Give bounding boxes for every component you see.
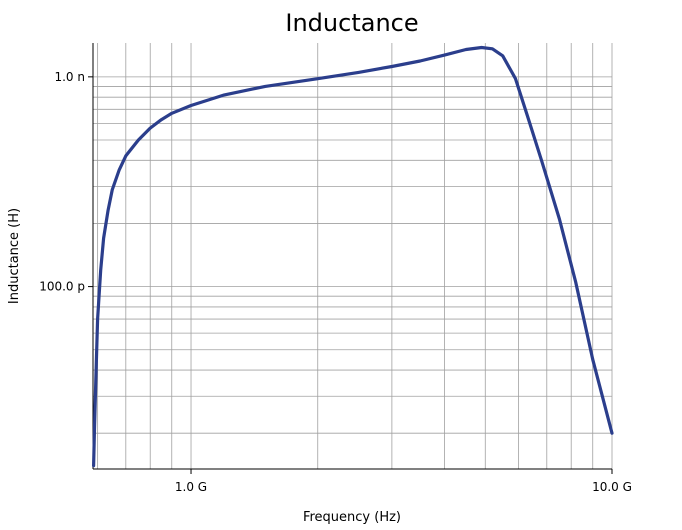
y-tick-label: 1.0 n (54, 70, 85, 84)
x-tick-label: 1.0 G (175, 480, 207, 494)
x-tick-label: 10.0 G (592, 480, 632, 494)
series-layer (91, 45, 614, 468)
y-tick-label: 100.0 p (39, 280, 85, 294)
y-axis-label: Inductance (H) (7, 208, 22, 304)
chart-title: Inductance (285, 9, 418, 37)
axes (88, 43, 613, 474)
grid (93, 43, 613, 469)
inductance-series-line (91, 45, 614, 468)
x-axis-label: Frequency (Hz) (303, 510, 401, 525)
tick-labels: 1.0 G 10.0 G 100.0 p 1.0 n (39, 70, 632, 494)
